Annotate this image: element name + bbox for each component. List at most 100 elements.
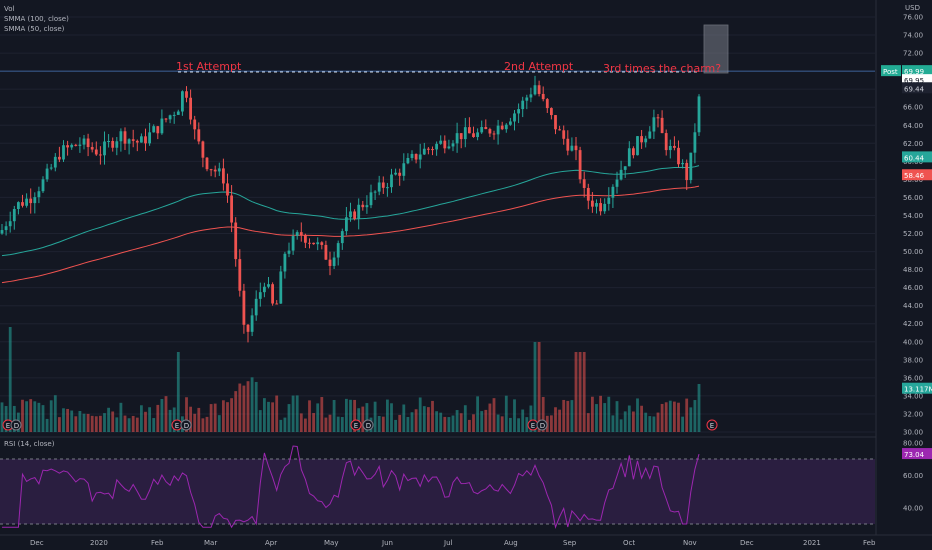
candle-body bbox=[632, 148, 635, 156]
candle-body bbox=[591, 200, 594, 207]
candle-body bbox=[226, 183, 229, 196]
candle-body bbox=[181, 91, 184, 112]
volume-bar bbox=[287, 404, 291, 432]
volume-bar bbox=[496, 414, 500, 432]
volume-bar bbox=[644, 412, 648, 432]
volume-bar bbox=[340, 417, 344, 432]
volume-bar bbox=[697, 384, 701, 432]
candle-body bbox=[25, 198, 28, 206]
candle-body bbox=[4, 226, 8, 231]
volume-bar bbox=[283, 417, 287, 432]
volume-bar bbox=[176, 352, 180, 432]
candle-body bbox=[299, 232, 303, 236]
volume-bar bbox=[271, 402, 274, 432]
volume-bar bbox=[279, 419, 283, 432]
volume-bar bbox=[685, 398, 689, 432]
rsi-tick-label: 80.00 bbox=[903, 439, 923, 447]
candle-body bbox=[578, 150, 582, 180]
currency-label: USD bbox=[905, 4, 920, 12]
close-price-badge-text: 69.95 bbox=[904, 77, 924, 85]
volume-bar bbox=[189, 406, 192, 432]
price-tick-label: 62.00 bbox=[903, 140, 923, 148]
volume-bar bbox=[197, 407, 201, 432]
dividend-marker[interactable] bbox=[536, 419, 548, 431]
volume-bar bbox=[349, 399, 352, 432]
candle-body bbox=[681, 162, 684, 165]
volume-bar bbox=[78, 410, 82, 432]
candle-body bbox=[201, 141, 205, 158]
volume-bar bbox=[160, 398, 164, 432]
candle-body bbox=[275, 303, 279, 305]
candle-body bbox=[148, 132, 151, 144]
candle-body bbox=[627, 148, 631, 167]
price-tick-label: 40.00 bbox=[903, 338, 923, 346]
volume-bar bbox=[582, 352, 586, 432]
volume-bar bbox=[25, 401, 28, 432]
candle-body bbox=[172, 114, 176, 116]
candle-body bbox=[33, 197, 37, 204]
volume-bar bbox=[668, 400, 672, 432]
candle-body bbox=[74, 144, 78, 146]
dividend-marker[interactable] bbox=[180, 419, 192, 431]
volume-bar bbox=[693, 400, 697, 432]
candle-body bbox=[554, 115, 557, 130]
candle-body bbox=[295, 232, 299, 236]
volume-bar bbox=[258, 410, 262, 432]
volume-bar bbox=[677, 402, 680, 432]
post-price-badge bbox=[902, 65, 932, 77]
candle-body bbox=[246, 324, 250, 332]
candle-body bbox=[29, 198, 33, 204]
volume-bar bbox=[353, 399, 356, 432]
candle-body bbox=[652, 117, 656, 132]
volume-bar bbox=[238, 383, 242, 432]
volume-bar bbox=[86, 413, 90, 432]
candle-body bbox=[504, 124, 508, 130]
projection-box[interactable] bbox=[703, 24, 729, 74]
candle-body bbox=[566, 138, 570, 151]
candle-body bbox=[320, 242, 324, 245]
time-tick-label: Feb bbox=[151, 539, 164, 547]
candle-body bbox=[492, 133, 496, 135]
volume-bar bbox=[492, 398, 496, 432]
candle-body bbox=[660, 117, 664, 134]
current-price-badge-text: 69.44 bbox=[904, 85, 925, 93]
volume-bar bbox=[673, 401, 676, 432]
volume-bar bbox=[62, 408, 65, 432]
candle-body bbox=[304, 235, 307, 243]
candle-body bbox=[525, 97, 529, 101]
volume-bar bbox=[427, 407, 430, 432]
candle-body bbox=[94, 149, 98, 155]
volume-bar bbox=[123, 415, 127, 432]
volume-bar bbox=[664, 402, 668, 432]
volume-bar bbox=[332, 400, 336, 432]
volume-bar bbox=[115, 417, 119, 432]
candle-body bbox=[217, 168, 221, 172]
candle-body bbox=[279, 271, 283, 304]
volume-bar bbox=[213, 403, 217, 432]
earnings-marker[interactable] bbox=[706, 419, 718, 431]
volume-bar bbox=[627, 405, 631, 432]
candle-body bbox=[164, 118, 168, 120]
volume-bar bbox=[201, 418, 205, 432]
candle-body bbox=[17, 202, 20, 210]
volume-bar bbox=[361, 406, 365, 432]
candle-body bbox=[131, 139, 135, 141]
dividend-marker[interactable] bbox=[10, 419, 22, 431]
candle-body bbox=[353, 211, 356, 219]
candle-body bbox=[263, 286, 266, 293]
close-price-badge bbox=[902, 74, 932, 86]
candle-body bbox=[668, 145, 672, 151]
dividend-marker[interactable] bbox=[362, 419, 374, 431]
earnings-marker[interactable] bbox=[350, 419, 362, 431]
volume-bar bbox=[29, 399, 33, 432]
volume-bar bbox=[111, 411, 115, 432]
candle-body bbox=[431, 149, 434, 151]
time-tick-label: Aug bbox=[504, 539, 518, 547]
candle-body bbox=[488, 129, 492, 134]
volume-bar bbox=[0, 402, 4, 432]
candle-body bbox=[603, 203, 607, 212]
candle-body bbox=[562, 130, 566, 139]
candle-body bbox=[119, 131, 123, 142]
